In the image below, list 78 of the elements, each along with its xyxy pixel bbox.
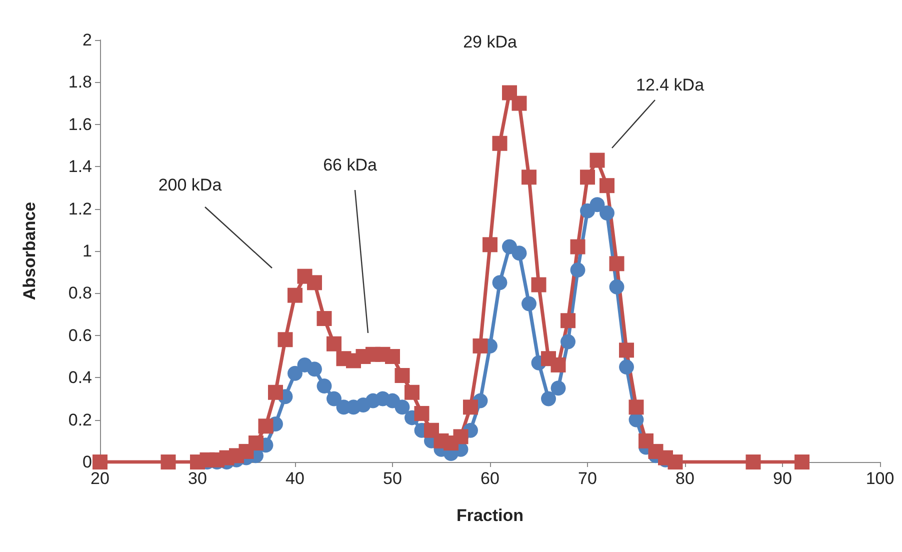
point bbox=[394, 368, 410, 383]
point bbox=[619, 360, 634, 375]
point bbox=[492, 136, 508, 151]
annotation: 12.4 kDa bbox=[636, 76, 705, 94]
point bbox=[541, 391, 556, 406]
point bbox=[160, 454, 176, 470]
annotation: 66 kDa bbox=[323, 156, 378, 174]
point bbox=[590, 197, 605, 212]
point bbox=[394, 400, 410, 415]
y-tick-label: 1.2 bbox=[68, 199, 92, 218]
x-tick-label: 40 bbox=[286, 469, 304, 488]
point bbox=[326, 391, 342, 406]
point bbox=[600, 178, 614, 194]
point bbox=[288, 288, 302, 303]
point bbox=[580, 170, 595, 185]
point bbox=[512, 96, 527, 111]
point bbox=[472, 338, 488, 354]
point bbox=[794, 454, 810, 470]
point bbox=[92, 454, 108, 470]
point bbox=[404, 384, 420, 400]
point bbox=[463, 400, 478, 415]
point bbox=[414, 406, 430, 421]
y-tick-label: 0.8 bbox=[68, 284, 92, 303]
x-tick-label: 30 bbox=[188, 469, 207, 488]
x-tick-label: 90 bbox=[773, 469, 792, 488]
y-tick-label: 1.6 bbox=[68, 114, 92, 134]
point bbox=[570, 262, 586, 278]
point bbox=[560, 334, 576, 350]
y-tick-label: 1.8 bbox=[68, 72, 92, 92]
point bbox=[628, 400, 644, 415]
x-tick-label: 60 bbox=[480, 469, 500, 488]
point bbox=[619, 342, 634, 358]
y-tick-label: 0 bbox=[82, 452, 92, 472]
point bbox=[385, 349, 400, 364]
point bbox=[316, 378, 332, 394]
point bbox=[307, 275, 322, 290]
point bbox=[268, 384, 283, 400]
point bbox=[550, 357, 566, 372]
y-tick-label: 0.2 bbox=[68, 410, 92, 430]
y-tick-label: 1 bbox=[82, 242, 92, 260]
point bbox=[609, 256, 624, 272]
point bbox=[258, 418, 274, 434]
x-tick-label: 100 bbox=[866, 469, 894, 488]
point bbox=[531, 277, 546, 292]
point bbox=[482, 237, 498, 252]
point bbox=[316, 311, 332, 326]
point bbox=[609, 279, 624, 294]
point bbox=[590, 152, 605, 168]
point bbox=[550, 380, 566, 396]
point bbox=[453, 429, 468, 444]
y-tick-label: 0.4 bbox=[68, 368, 92, 388]
point bbox=[248, 436, 264, 451]
y-tick-label: 0.6 bbox=[68, 326, 92, 345]
x-axis-title: Fraction bbox=[456, 506, 524, 525]
point bbox=[502, 85, 517, 100]
point bbox=[288, 366, 302, 381]
y-tick-label: 2 bbox=[82, 30, 92, 50]
point bbox=[326, 336, 342, 352]
y-axis-title: Absorbance bbox=[20, 202, 39, 300]
point bbox=[424, 422, 439, 438]
point bbox=[638, 433, 654, 448]
point bbox=[512, 246, 527, 261]
point bbox=[746, 454, 761, 470]
point bbox=[522, 296, 536, 312]
point bbox=[278, 332, 293, 348]
point bbox=[560, 313, 576, 328]
point bbox=[600, 206, 614, 221]
x-tick-label: 70 bbox=[578, 469, 597, 488]
y-tick-label: 1.4 bbox=[68, 157, 92, 176]
point bbox=[522, 170, 536, 185]
x-tick-label: 20 bbox=[90, 469, 110, 488]
point bbox=[492, 275, 508, 290]
x-tick-label: 80 bbox=[676, 469, 694, 488]
point bbox=[307, 362, 322, 377]
annotation: 200 kDa bbox=[158, 176, 222, 194]
annotation: 29 kDa bbox=[463, 32, 518, 52]
x-tick-label: 50 bbox=[383, 469, 402, 488]
point bbox=[570, 239, 586, 254]
